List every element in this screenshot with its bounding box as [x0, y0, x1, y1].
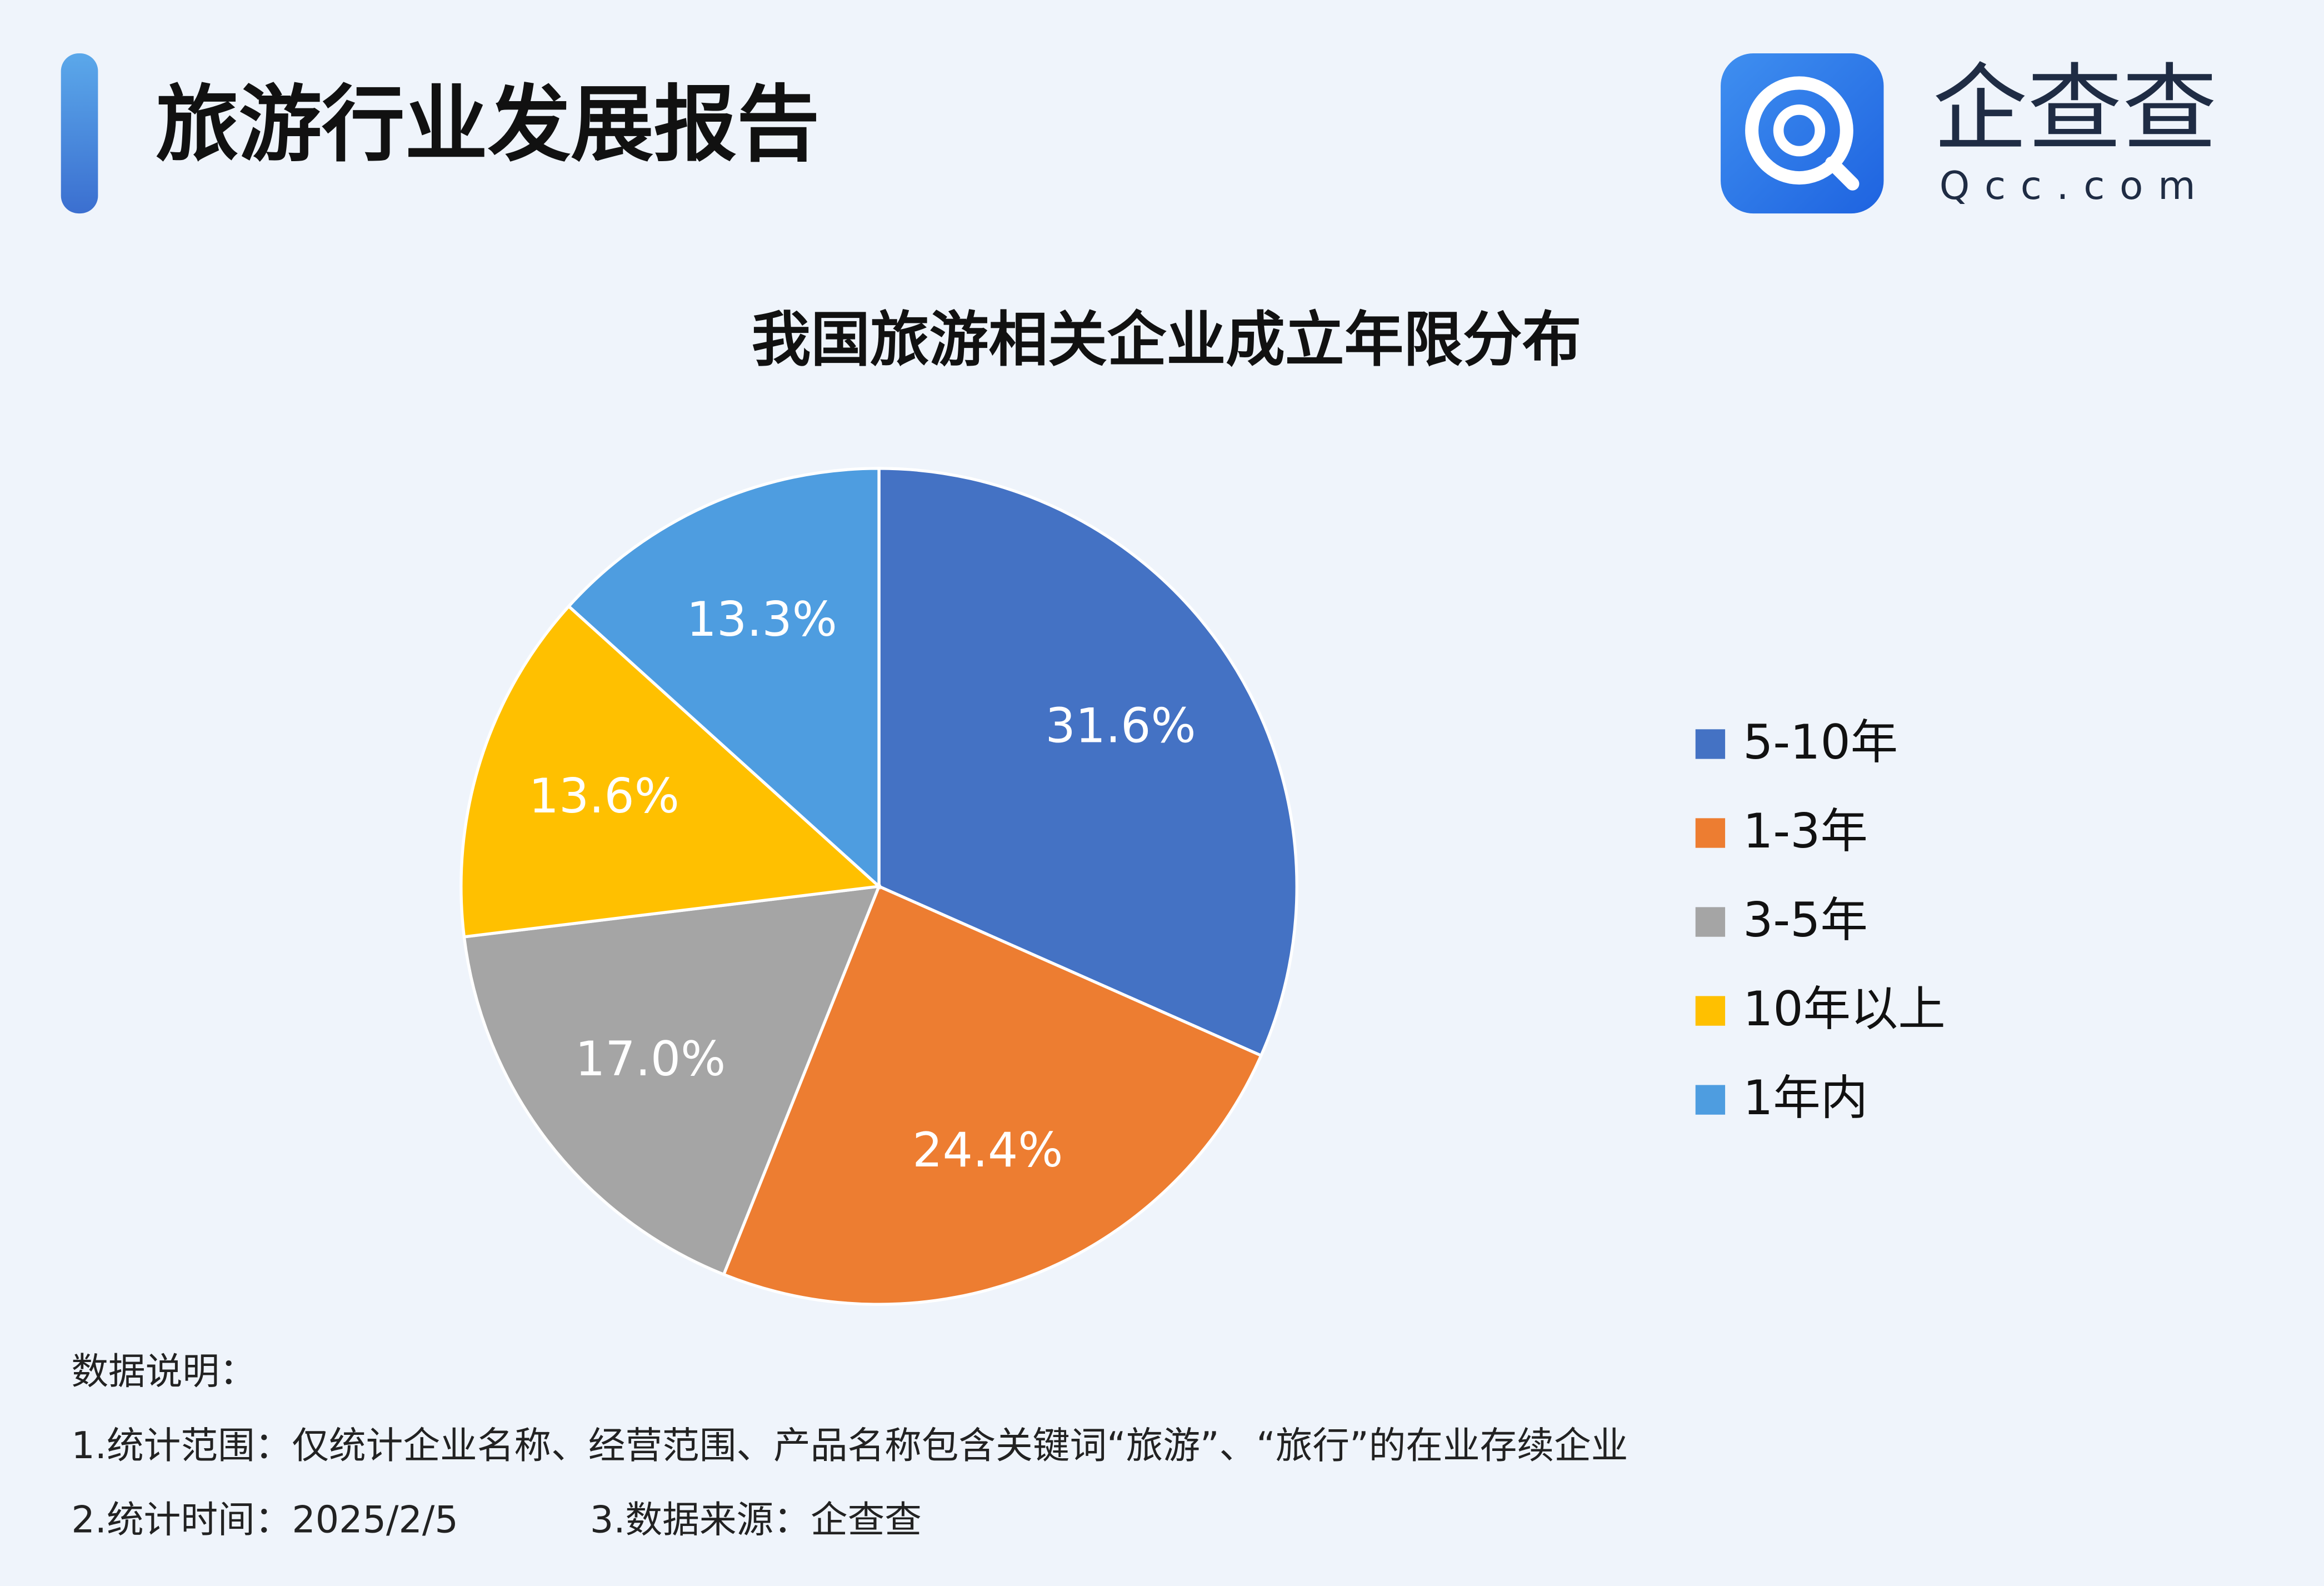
pie-slice	[459, 604, 883, 939]
title-accent	[61, 53, 98, 214]
legend-label: 10年以上	[1743, 982, 1946, 1037]
logo-handle	[1825, 156, 1860, 191]
legend: 5-10年 1-3年 3-5年 10年以上 1年内	[1695, 715, 1946, 1126]
logo-c	[1773, 104, 1826, 157]
logo-ring	[1745, 76, 1853, 185]
note: 1.统计范围：仅统计企业名称、经营范围、产品名称包含关键词“旅游”、“旅行”的在…	[71, 1424, 1628, 1467]
legend-label: 1-3年	[1743, 804, 1868, 859]
pie-slice	[566, 467, 881, 890]
data-label: 13.6%	[529, 769, 679, 824]
data-label: 31.6%	[1045, 699, 1196, 754]
pie: 31.6% 24.4% 17.0% 13.6% 13.3%	[459, 467, 1298, 1306]
data-label: 17.0%	[575, 1032, 726, 1087]
legend-label: 3-5年	[1743, 893, 1868, 948]
legend-label: 1年内	[1743, 1071, 1868, 1126]
pie-slice	[462, 884, 882, 1276]
logo-name: 企查查	[1933, 54, 2217, 164]
legend-label: 5-10年	[1743, 715, 1898, 770]
note: 3.数据来源：企查查	[590, 1498, 922, 1541]
chart-title: 我国旅游相关企业成立年限分布	[752, 306, 1582, 375]
notes: 数据说明： 1.统计范围：仅统计企业名称、经营范围、产品名称包含关键词“旅游”、“…	[71, 1350, 1628, 1542]
data-label: 13.3%	[687, 592, 837, 647]
page-title: 旅游行业发展报告	[156, 77, 819, 173]
legend-swatch	[1695, 818, 1726, 848]
logo-url: Qcc.com	[1940, 164, 2211, 208]
legend-swatch	[1695, 729, 1726, 759]
note: 2.统计时间：2025/2/5	[71, 1498, 458, 1541]
note: 数据说明：	[71, 1350, 256, 1393]
pie-slice	[877, 467, 1298, 1058]
data-label: 24.4%	[912, 1123, 1063, 1178]
pie-slice	[722, 884, 1263, 1306]
legend-swatch	[1695, 1085, 1726, 1115]
legend-swatch	[1695, 996, 1726, 1026]
legend-swatch	[1695, 907, 1726, 937]
